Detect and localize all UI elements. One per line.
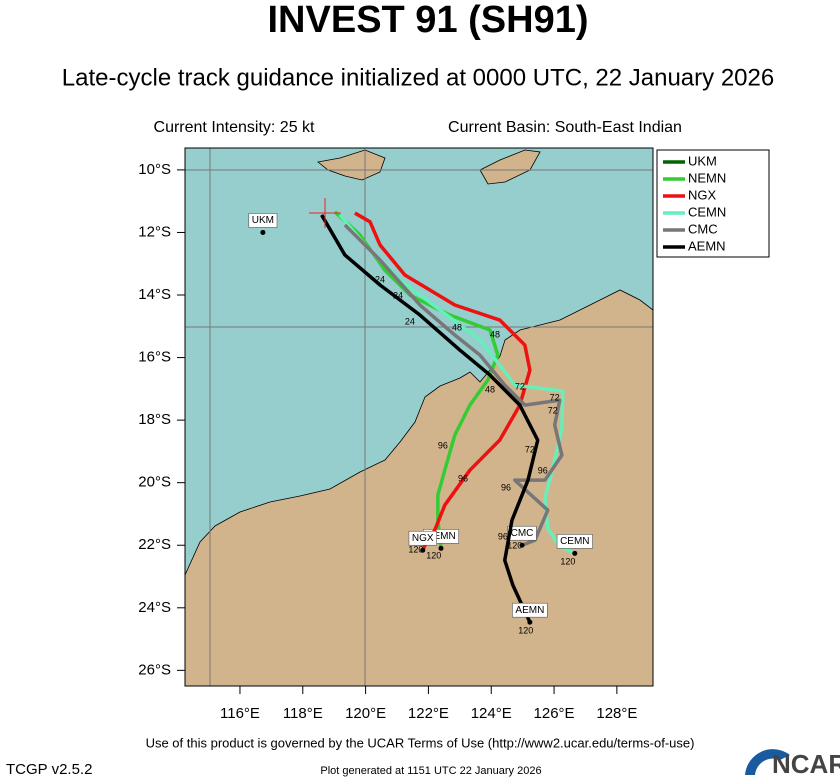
legend-label: CMC bbox=[688, 221, 718, 236]
track-label-box bbox=[248, 213, 278, 228]
hour-label: 72 bbox=[548, 405, 558, 415]
y-tick-label: 26°S bbox=[138, 661, 171, 678]
y-tick-label: 14°S bbox=[138, 286, 171, 303]
track-end bbox=[438, 545, 444, 551]
x-tick-label: 122°E bbox=[408, 705, 449, 722]
y-tick-label: 16°S bbox=[138, 349, 171, 366]
track-label: UKM bbox=[252, 215, 274, 226]
legend-label: NEMN bbox=[688, 170, 726, 185]
legend-label: UKM bbox=[688, 153, 717, 168]
hour-label: 72 bbox=[550, 393, 560, 403]
hour-label: 120 bbox=[518, 626, 533, 636]
track-label: NEMN bbox=[426, 531, 455, 542]
logo-mark bbox=[745, 749, 790, 775]
y-tick-label: 10°S bbox=[138, 161, 171, 178]
x-tick-label: 116°E bbox=[220, 705, 260, 722]
map-frame bbox=[184, 147, 654, 687]
track bbox=[343, 223, 564, 547]
island bbox=[479, 149, 541, 185]
y-tick-label: 12°S bbox=[138, 223, 171, 240]
hour-label: 120 bbox=[426, 551, 441, 561]
hour-label: 24 bbox=[405, 316, 415, 326]
hour-label: 96 bbox=[501, 483, 511, 493]
hour-label: 120 bbox=[408, 545, 423, 555]
terms: Use of this product is governed by the U… bbox=[146, 735, 695, 750]
hour-label: 96 bbox=[438, 440, 448, 450]
track bbox=[354, 211, 532, 551]
track-label-box bbox=[408, 530, 437, 546]
track-end bbox=[420, 547, 426, 553]
track bbox=[333, 210, 500, 549]
hour-label: 48 bbox=[490, 329, 500, 339]
track-end bbox=[260, 229, 266, 235]
track bbox=[338, 213, 576, 555]
subtitle: Late-cycle track guidance initialized at… bbox=[62, 64, 774, 91]
x-tick-label: 118°E bbox=[283, 705, 323, 722]
legend: UKM NEMN NGX CEMN CMC AEMN bbox=[656, 149, 770, 258]
hour-label: 120 bbox=[560, 557, 575, 567]
hour-label: 96 bbox=[458, 474, 468, 484]
hour-label: 24 bbox=[375, 274, 385, 284]
intensity: Current Intensity: 25 kt bbox=[154, 119, 316, 136]
y-tick-label: 20°S bbox=[138, 474, 171, 491]
hour-label: 96 bbox=[538, 465, 548, 475]
legend-label: AEMN bbox=[688, 238, 726, 253]
track-label: CMC bbox=[511, 528, 534, 539]
x-tick-label: 126°E bbox=[534, 705, 575, 722]
y-tick-label: 18°S bbox=[138, 411, 171, 428]
legend-label: CEMN bbox=[688, 204, 726, 219]
version: TCGP v2.5.2 bbox=[6, 761, 92, 778]
logo: NCAR bbox=[772, 749, 840, 779]
basin: Current Basin: South-East Indian bbox=[448, 119, 682, 136]
island bbox=[317, 149, 386, 181]
legend-label: NGX bbox=[688, 187, 717, 202]
title: INVEST 91 (SH91) bbox=[268, 0, 589, 41]
track-label: NGX bbox=[412, 533, 434, 544]
track-label-box bbox=[507, 525, 537, 541]
hour-label: 72 bbox=[515, 381, 525, 391]
x-tick-label: 128°E bbox=[596, 705, 637, 722]
hour-label: 24 bbox=[393, 290, 403, 300]
track-end bbox=[572, 550, 578, 556]
x-tick-label: 120°E bbox=[345, 705, 386, 722]
track bbox=[320, 214, 540, 623]
generated: Plot generated at 1151 UTC 22 January 20… bbox=[320, 765, 541, 777]
hour-label: 48 bbox=[452, 323, 462, 333]
track-label: CEMN bbox=[560, 536, 589, 547]
hour-label: 72 bbox=[525, 445, 535, 455]
track-end bbox=[519, 542, 525, 548]
track-label: AEMN bbox=[515, 605, 544, 616]
hour-label: 48 bbox=[485, 384, 495, 394]
legend-box bbox=[656, 149, 770, 258]
hour-label: 120 bbox=[507, 541, 522, 551]
track-end bbox=[527, 619, 533, 625]
y-tick-label: 24°S bbox=[138, 599, 171, 616]
hour-label: 96 bbox=[498, 531, 508, 541]
x-tick-label: 124°E bbox=[471, 705, 512, 722]
y-tick-label: 22°S bbox=[138, 536, 171, 553]
track-label-box bbox=[556, 534, 593, 549]
track-label-box bbox=[512, 602, 548, 618]
